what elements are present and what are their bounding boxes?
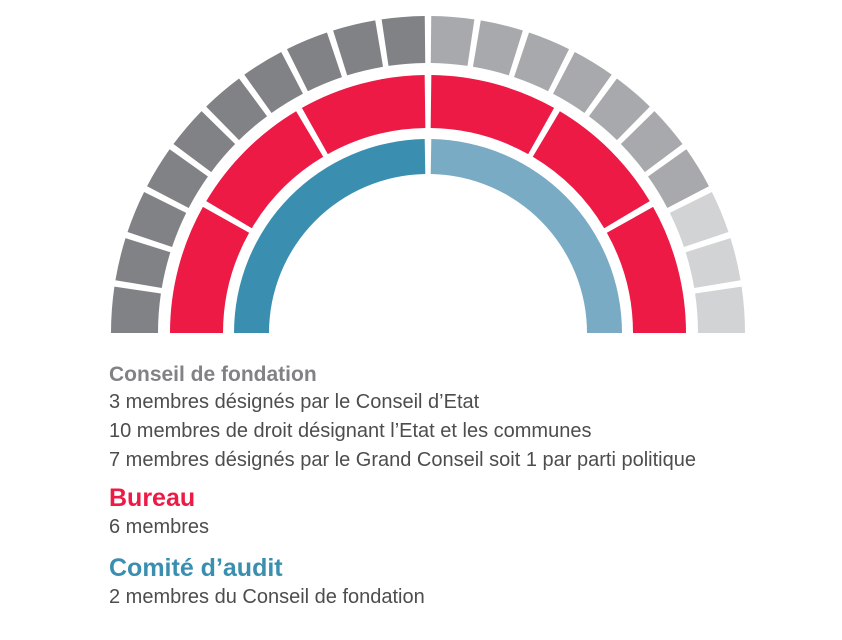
- comite-seat-1: [234, 139, 426, 333]
- conseil-seat-12: [472, 20, 523, 76]
- conseil-de-fondation-ring: [111, 16, 745, 333]
- conseil-line-conseil-etat: 3 membres désignés par le Conseil d’Etat: [109, 391, 480, 413]
- bureau-seat-6: [606, 206, 686, 333]
- conseil-line-grand-conseil: 7 membres désignés par le Grand Conseil …: [109, 449, 696, 471]
- conseil-seat-18: [669, 191, 729, 247]
- conseil-seat-13: [514, 32, 570, 92]
- conseil-seat-9: [333, 20, 384, 76]
- bureau-seat-1: [170, 206, 250, 333]
- legend-comite-d-audit: Comité d’audit 2 membres du Conseil de f…: [109, 553, 834, 612]
- comite-seat-2: [430, 139, 622, 333]
- conseil-seat-19: [685, 238, 741, 289]
- conseil-seat-3: [127, 191, 187, 247]
- conseil-seat-15: [588, 78, 650, 141]
- conseil-seat-11: [430, 16, 475, 66]
- bureau-title: Bureau: [109, 484, 196, 512]
- conseil-seat-17: [648, 149, 709, 208]
- conseil-de-fondation-title: Conseil de fondation: [109, 363, 317, 386]
- conseil-seat-14: [553, 52, 612, 113]
- conseil-seat-7: [244, 52, 303, 113]
- conseil-seat-5: [173, 111, 236, 173]
- legend-bureau: Bureau 6 membres: [109, 483, 834, 542]
- conseil-seat-6: [206, 78, 268, 141]
- bureau-seat-3: [301, 75, 426, 155]
- conseil-seat-1: [111, 286, 161, 333]
- conseil-seat-4: [147, 149, 208, 208]
- conseil-seat-8: [286, 32, 342, 92]
- bureau-seat-5: [532, 111, 650, 229]
- conseil-seat-2: [115, 238, 171, 289]
- conseil-seat-16: [620, 111, 683, 173]
- legend: Conseil de fondation 3 membres désignés …: [109, 362, 834, 612]
- comite-line-membres: 2 membres du Conseil de fondation: [109, 586, 425, 608]
- legend-conseil-de-fondation: Conseil de fondation 3 membres désignés …: [109, 362, 834, 475]
- conseil-seat-10: [381, 16, 426, 66]
- comite-d-audit-ring: [234, 139, 622, 333]
- bureau-ring: [170, 75, 686, 333]
- conseil-line-membres-de-droit: 10 membres de droit désignant l’Etat et …: [109, 420, 592, 442]
- conseil-seat-20: [695, 286, 745, 333]
- bureau-seat-4: [430, 75, 555, 155]
- composition-semicircle-diagram: [111, 16, 745, 333]
- bureau-seat-2: [206, 111, 324, 229]
- bureau-line-membres: 6 membres: [109, 516, 210, 538]
- comite-d-audit-title: Comité d’audit: [109, 554, 283, 582]
